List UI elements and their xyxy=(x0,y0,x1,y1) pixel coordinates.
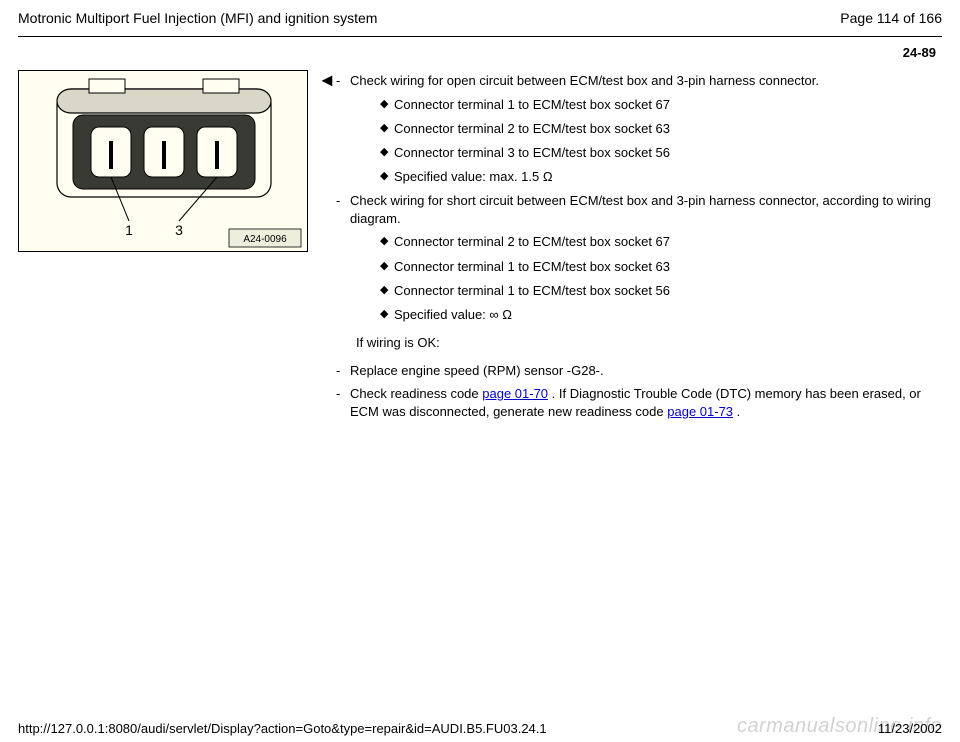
link-page-01-70[interactable]: page 01-70 xyxy=(482,386,548,401)
content-row: 1 3 A24-0096 ◄ - Check wiring for open c… xyxy=(18,70,942,426)
footer-date: 11/23/2002 xyxy=(878,721,942,736)
bullet-t2-s63: Connector terminal 2 to ECM/test box soc… xyxy=(394,120,942,138)
bullet-t1-s67: Connector terminal 1 to ECM/test box soc… xyxy=(394,96,942,114)
page-number: Page 114 of 166 xyxy=(840,10,942,26)
bullet-icon: ◆ xyxy=(380,144,394,162)
bullet-icon: ◆ xyxy=(380,258,394,276)
connector-svg: 1 3 A24-0096 xyxy=(19,71,308,252)
figure-tag: A24-0096 xyxy=(243,234,287,245)
figure-label-1: 1 xyxy=(125,222,133,238)
link-page-01-73[interactable]: page 01-73 xyxy=(667,404,733,419)
if-wiring-ok: If wiring is OK: xyxy=(356,334,942,352)
bullet-spec-inf: Specified value: ∞ Ω xyxy=(394,306,942,324)
page-footer: http://127.0.0.1:8080/audi/servlet/Displ… xyxy=(0,721,960,736)
bullet-icon: ◆ xyxy=(380,168,394,186)
readiness-pre: Check readiness code xyxy=(350,386,482,401)
page-root: Motronic Multiport Fuel Injection (MFI) … xyxy=(0,0,960,742)
bullet-icon: ◆ xyxy=(380,306,394,324)
step-open-circuit: Check wiring for open circuit between EC… xyxy=(350,72,942,90)
left-arrow-icon: ◄ xyxy=(318,70,336,91)
dash-icon: - xyxy=(336,385,350,420)
dash-icon: - xyxy=(336,362,350,380)
doc-title: Motronic Multiport Fuel Injection (MFI) … xyxy=(18,10,377,26)
section-number: 24-89 xyxy=(18,45,942,60)
bullet-t2-s67b: Connector terminal 2 to ECM/test box soc… xyxy=(394,233,942,251)
step-replace-g28: Replace engine speed (RPM) sensor -G28-. xyxy=(350,362,942,380)
bullet-icon: ◆ xyxy=(380,282,394,300)
bullet-t1-s63b: Connector terminal 1 to ECM/test box soc… xyxy=(394,258,942,276)
bullet-icon: ◆ xyxy=(380,233,394,251)
text-column: ◄ - Check wiring for open circuit betwee… xyxy=(318,70,942,426)
bullet-icon: ◆ xyxy=(380,96,394,114)
dash-icon: - xyxy=(336,192,350,227)
bullet-t1-s56b: Connector terminal 1 to ECM/test box soc… xyxy=(394,282,942,300)
bullet-icon: ◆ xyxy=(380,120,394,138)
connector-figure: 1 3 A24-0096 xyxy=(18,70,308,252)
step-readiness: Check readiness code page 01-70 . If Dia… xyxy=(350,385,942,420)
readiness-post: . xyxy=(737,404,741,419)
page-header: Motronic Multiport Fuel Injection (MFI) … xyxy=(18,10,942,32)
figure-column: 1 3 A24-0096 xyxy=(18,70,318,252)
bullet-t3-s56: Connector terminal 3 to ECM/test box soc… xyxy=(394,144,942,162)
header-rule xyxy=(18,36,942,37)
figure-label-3: 3 xyxy=(175,222,183,238)
dash-icon: - xyxy=(336,72,350,90)
step-short-circuit: Check wiring for short circuit between E… xyxy=(350,192,942,227)
footer-url: http://127.0.0.1:8080/audi/servlet/Displ… xyxy=(18,721,547,736)
bullet-spec-1p5: Specified value: max. 1.5 Ω xyxy=(394,168,942,186)
